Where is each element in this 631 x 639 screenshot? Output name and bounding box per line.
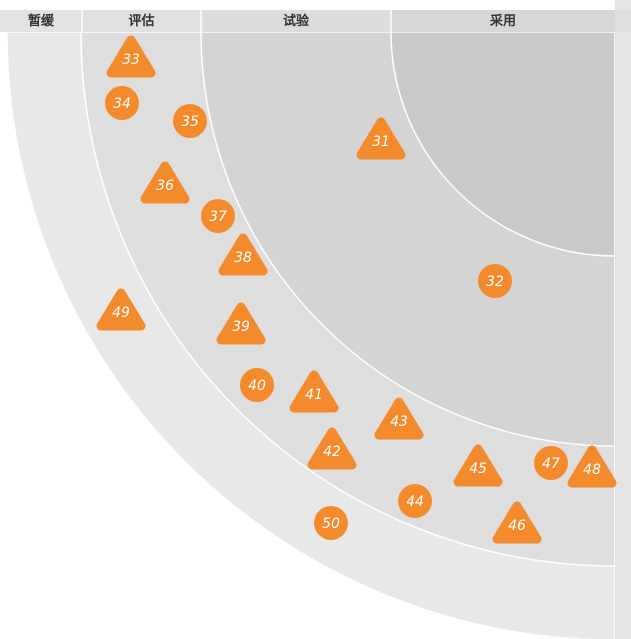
blip-circle-shape — [534, 446, 568, 480]
blip-circle-shape — [240, 368, 274, 402]
blip-number: 43 — [390, 414, 408, 430]
blip-number: 35 — [181, 114, 199, 130]
blip-number: 42 — [323, 444, 341, 460]
blip-number: 48 — [583, 462, 601, 478]
blip-triangle-shape — [453, 444, 503, 487]
blip-number: 47 — [542, 456, 560, 472]
blip-32[interactable]: 32 — [478, 264, 512, 298]
blip-number: 50 — [322, 516, 340, 532]
blip-41[interactable]: 41 — [289, 370, 339, 413]
blip-triangle-shape — [140, 161, 190, 204]
blip-triangle-shape — [216, 302, 266, 345]
ring-label-assess: 评估 — [128, 13, 154, 29]
ring-label-trial: 试验 — [283, 13, 310, 29]
blip-triangle-shape — [218, 233, 268, 276]
blip-42[interactable]: 42 — [307, 427, 357, 470]
blip-37[interactable]: 37 — [201, 199, 235, 233]
blip-triangle-shape — [289, 370, 339, 413]
blip-31[interactable]: 31 — [356, 117, 406, 160]
blip-circle-shape — [201, 199, 235, 233]
blip-triangle-shape — [567, 445, 617, 488]
blip-circle-shape — [105, 86, 139, 120]
blip-43[interactable]: 43 — [374, 397, 424, 440]
ring-header-bar: 暂缓 评估 试验 采用 — [0, 10, 631, 32]
blip-number: 44 — [406, 494, 424, 510]
blip-number: 46 — [508, 518, 526, 534]
ring-label-adopt: 采用 — [489, 13, 516, 29]
blip-number: 36 — [156, 178, 174, 194]
blip-number: 31 — [372, 134, 390, 150]
blip-38[interactable]: 38 — [218, 233, 268, 276]
quadrant-edge-strip — [615, 0, 631, 639]
blip-number: 38 — [234, 250, 252, 266]
blip-triangle-shape — [492, 501, 542, 544]
blip-46[interactable]: 46 — [492, 501, 542, 544]
header-cell-trial — [201, 10, 391, 32]
blip-33[interactable]: 33 — [106, 35, 156, 78]
blip-number: 32 — [486, 274, 504, 290]
header-cell-adopt — [391, 10, 615, 32]
blip-circle-shape — [478, 264, 512, 298]
blip-number: 39 — [232, 319, 250, 335]
blip-50[interactable]: 50 — [314, 506, 348, 540]
blip-number: 34 — [113, 96, 131, 112]
blip-circle-shape — [314, 506, 348, 540]
header-cell-hold — [0, 10, 82, 32]
blip-36[interactable]: 36 — [140, 161, 190, 204]
blip-35[interactable]: 35 — [173, 104, 207, 138]
header-cell-assess — [82, 10, 201, 32]
blip-48[interactable]: 48 — [567, 445, 617, 488]
blip-triangle-shape — [356, 117, 406, 160]
blip-number: 45 — [469, 461, 487, 477]
blip-triangle-shape — [374, 397, 424, 440]
blip-circle-shape — [173, 104, 207, 138]
blip-44[interactable]: 44 — [398, 484, 432, 518]
ring-label-hold: 暂缓 — [28, 13, 55, 29]
radar-blips: 31 32 33 34 35 36 37 38 39 40 41 42 43 44 45 46 47 48 49 50 — [96, 35, 617, 544]
blip-circle-shape — [398, 484, 432, 518]
blip-number: 33 — [122, 52, 140, 68]
blip-39[interactable]: 39 — [216, 302, 266, 345]
blip-triangle-shape — [307, 427, 357, 470]
blip-triangle-shape — [106, 35, 156, 78]
ring-adopt — [390, 31, 616, 257]
blip-45[interactable]: 45 — [453, 444, 503, 487]
blip-number: 49 — [112, 305, 130, 321]
blip-40[interactable]: 40 — [240, 368, 274, 402]
blip-number: 40 — [248, 378, 266, 394]
blip-49[interactable]: 49 — [96, 288, 146, 331]
blip-34[interactable]: 34 — [105, 86, 139, 120]
blip-number: 37 — [209, 209, 227, 225]
blip-number: 41 — [305, 387, 323, 403]
blip-triangle-shape — [96, 288, 146, 331]
blip-47[interactable]: 47 — [534, 446, 568, 480]
